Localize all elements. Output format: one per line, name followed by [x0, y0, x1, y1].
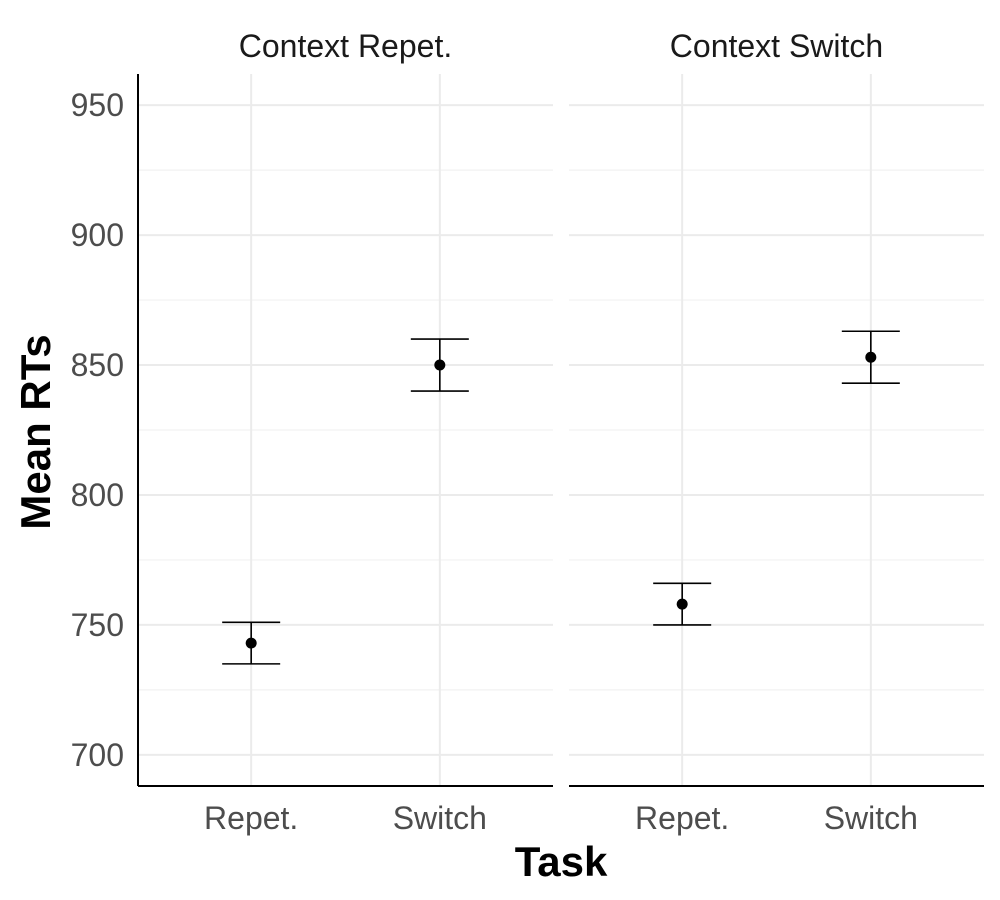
x-axis-title: Task	[515, 838, 608, 885]
facet-title: Context Switch	[670, 28, 883, 64]
data-point	[676, 598, 688, 610]
text-layer: Context Repet. Repet. Switch Context Switch…	[71, 28, 918, 836]
y-tick-label: 800	[71, 477, 124, 513]
data-point	[865, 351, 877, 363]
y-tick-label: 900	[71, 217, 124, 253]
x-tick-label: Switch	[393, 800, 487, 836]
y-tick-label: 700	[71, 737, 124, 773]
data-point	[434, 359, 446, 371]
x-tick-label: Switch	[824, 800, 918, 836]
y-tick-label: 950	[71, 87, 124, 123]
grid-layer	[138, 74, 984, 786]
y-tick-label: 750	[71, 607, 124, 643]
facet-title: Context Repet.	[239, 28, 452, 64]
x-tick-label: Repet.	[204, 800, 298, 836]
y-tick-label: 850	[71, 347, 124, 383]
data-point	[245, 637, 257, 649]
mark-layer	[137, 74, 984, 787]
y-axis-title: Mean RTs	[12, 334, 59, 529]
x-tick-label: Repet.	[635, 800, 729, 836]
